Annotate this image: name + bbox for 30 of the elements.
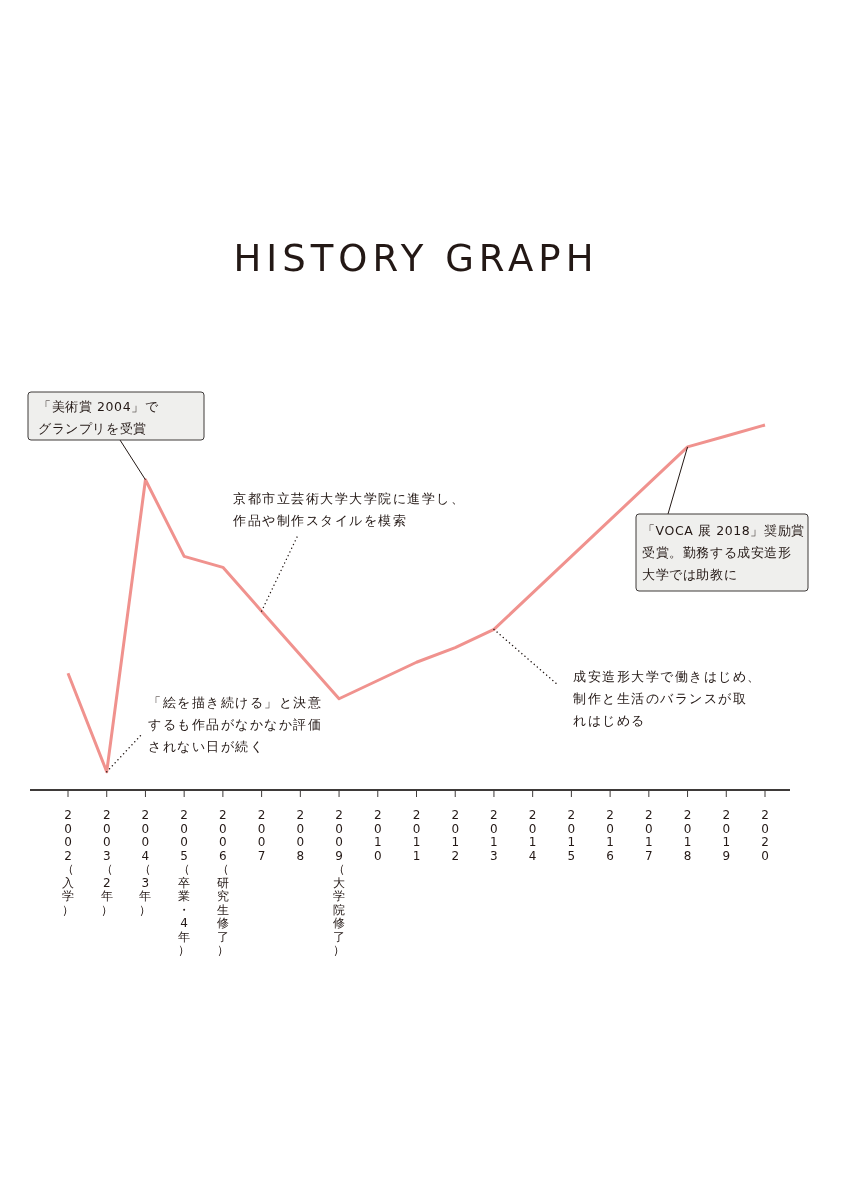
x-tick-label: 2011: [412, 808, 421, 863]
category-label: 2009（大学院修了）: [333, 808, 346, 957]
x-tick-label: 2019: [722, 808, 731, 863]
x-tick-label: 2010: [373, 808, 382, 863]
annotation: 「美術賞 2004」でグランプリを受賞: [27, 391, 205, 481]
annotation: 「絵を描き続ける」と決意するも作品がなかなか評価されない日が続く: [148, 695, 322, 754]
x-tick-label: 2004（3年）: [139, 808, 152, 917]
x-tick-label: 2018: [683, 808, 692, 863]
category-label: 2005（卒業・4年）: [178, 808, 191, 957]
x-tick-label: 2013: [490, 808, 498, 863]
x-tick-label: 2015: [567, 808, 576, 863]
x-tick-label: 2002（入学）: [62, 808, 74, 917]
annotation: 京都市立芸術大学大学院に進学し、作品や制作スタイルを模索: [233, 491, 465, 612]
x-tick-label: 2014: [528, 808, 537, 863]
chart-title: HISTORY GRAPH: [233, 237, 599, 280]
annotation: 「絵を描き続ける」と決意するも作品がなかなか評価されない日が続く: [106, 695, 322, 773]
x-tick-label: 2017: [645, 808, 653, 863]
x-tick-label: 2008: [296, 808, 305, 863]
annotation: 京都市立芸術大学大学院に進学し、作品や制作スタイルを模索: [232, 491, 465, 528]
annotation: 成安造形大学で働きはじめ、制作と生活のバランスが取れはじめる: [573, 669, 762, 728]
annotation: 成安造形大学で働きはじめ、制作と生活のバランスが取れはじめる: [493, 628, 762, 728]
x-tick-label: 2003（2年）: [100, 808, 113, 917]
annotation: 「美術賞 2004」でグランプリを受賞: [38, 399, 159, 436]
x-tick-label: 2020: [761, 808, 769, 863]
annotation: 「VOCA 展 2018」奨励賞受賞。勤務する成安造形大学では助教に: [642, 523, 805, 582]
category-label: 2006（研究生修了）: [216, 808, 229, 957]
x-tick-label: 2012: [451, 808, 460, 863]
annotation: 「VOCA 展 2018」奨励賞受賞。勤務する成安造形大学では助教に: [635, 446, 809, 592]
x-tick-label: 2007: [257, 808, 266, 863]
x-tick-label: 2016: [606, 808, 614, 863]
